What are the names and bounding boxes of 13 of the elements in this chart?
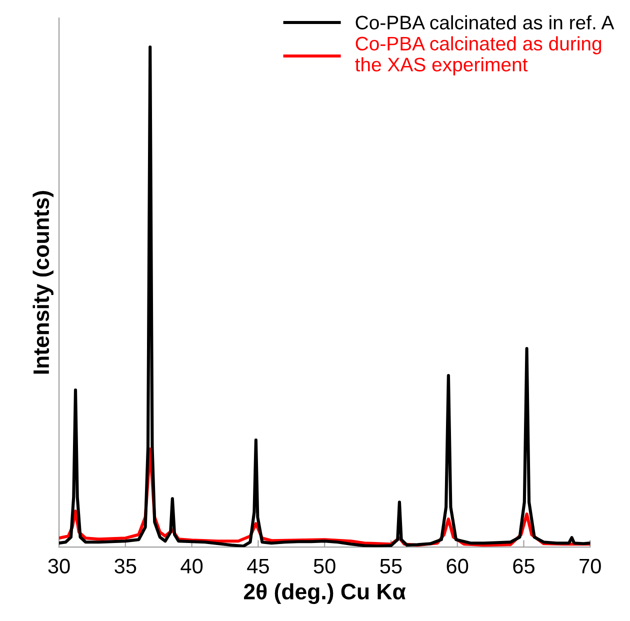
x-tick-label: 70 xyxy=(580,558,601,574)
x-tick-label: 35 xyxy=(114,558,136,574)
x-tick-label: 50 xyxy=(314,558,336,574)
x-tick-label: 45 xyxy=(247,558,269,574)
legend-label: Co-PBA calcinated as in ref. A xyxy=(356,15,614,30)
x-tick-label: 55 xyxy=(380,558,402,574)
legend-label: Co-PBA calcinated as during the XAS experiment xyxy=(355,36,602,76)
y-axis-title: Intensity (counts) xyxy=(32,191,54,374)
x-tick-label: 60 xyxy=(446,558,468,574)
x-tick-label: 65 xyxy=(513,558,534,574)
x-tick-label: 30 xyxy=(48,558,70,574)
x-tick-label: 40 xyxy=(180,558,203,574)
x-axis-title: 2θ (deg.) Cu Kα xyxy=(244,583,406,604)
